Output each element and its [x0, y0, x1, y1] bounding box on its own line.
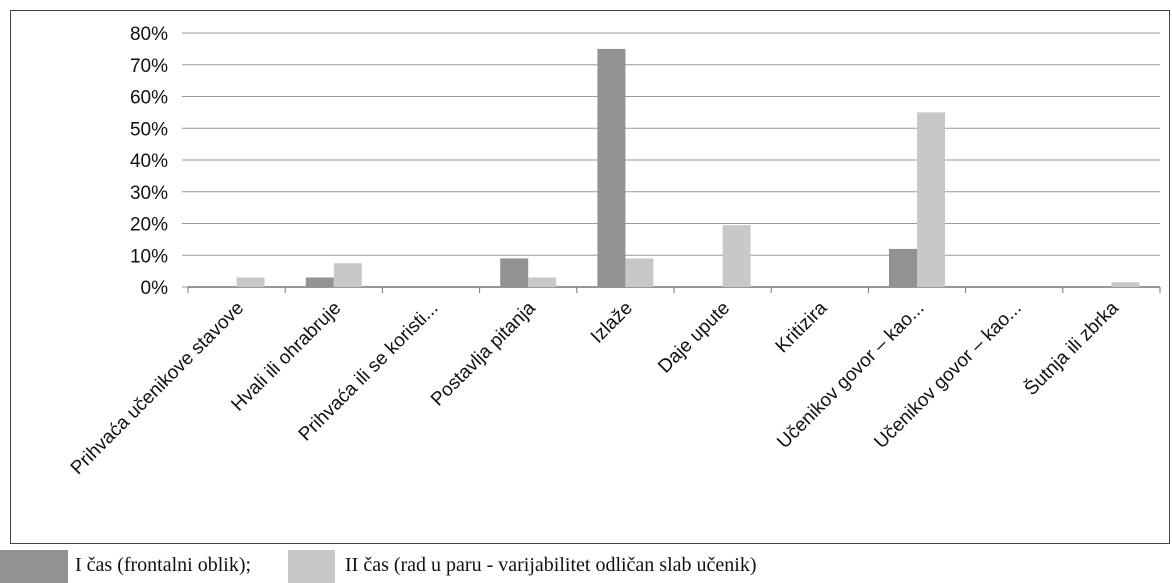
- bar-series-2-7: [917, 112, 945, 287]
- x-category-label: Prihvaća učenikove stavove: [67, 298, 248, 479]
- chart-frame: 0% 10% 20% 30% 40% 50% 60% 70% 80% Prihvaća učeni…: [10, 10, 1170, 544]
- bar-chart: 0% 10% 20% 30% 40% 50% 60% 70% 80% Prihvaća učeni…: [67, 24, 1161, 479]
- legend-label-series-2: II čas (rad u paru - varijabilitet odlič…: [345, 554, 757, 576]
- bar-series-2-3: [528, 277, 557, 287]
- y-tick-label: 70%: [130, 56, 168, 77]
- x-category-label: Izlaže: [587, 298, 637, 348]
- bar-series-1-7: [889, 248, 917, 287]
- y-tick-label: 60%: [130, 88, 168, 109]
- y-tick-label: 0%: [141, 278, 169, 299]
- y-tick-label: 20%: [130, 215, 168, 236]
- bar-series-1-1: [305, 277, 334, 287]
- y-tick-label: 10%: [130, 246, 168, 267]
- x-category-label: Daje upute: [654, 298, 734, 378]
- legend-swatch-series-2: [288, 550, 335, 583]
- x-category-label: Postavlja pitanja: [427, 297, 540, 410]
- x-category-label: Šutnja ili zbrka: [1020, 297, 1123, 400]
- bar-series-2-1: [333, 263, 362, 287]
- bar-series-2-4: [625, 258, 654, 287]
- bar-series-2-5: [722, 225, 751, 287]
- y-tick-label: 80%: [130, 24, 168, 45]
- x-category-label: Kritizira: [772, 297, 832, 357]
- y-tick-label: 50%: [130, 119, 168, 140]
- bar-series-1-4: [597, 48, 626, 287]
- legend: I čas (frontalni oblik); II čas (rad u p…: [0, 548, 1172, 583]
- y-tick-label: 40%: [130, 151, 168, 172]
- legend-swatch-series-1: [0, 550, 68, 583]
- y-tick-label: 30%: [130, 183, 168, 204]
- bar-series-2-0: [236, 277, 265, 287]
- bar-series-1-3: [500, 258, 529, 287]
- legend-label-series-1: I čas (frontalni oblik);: [75, 554, 252, 576]
- bar-series-2-9: [1111, 282, 1140, 287]
